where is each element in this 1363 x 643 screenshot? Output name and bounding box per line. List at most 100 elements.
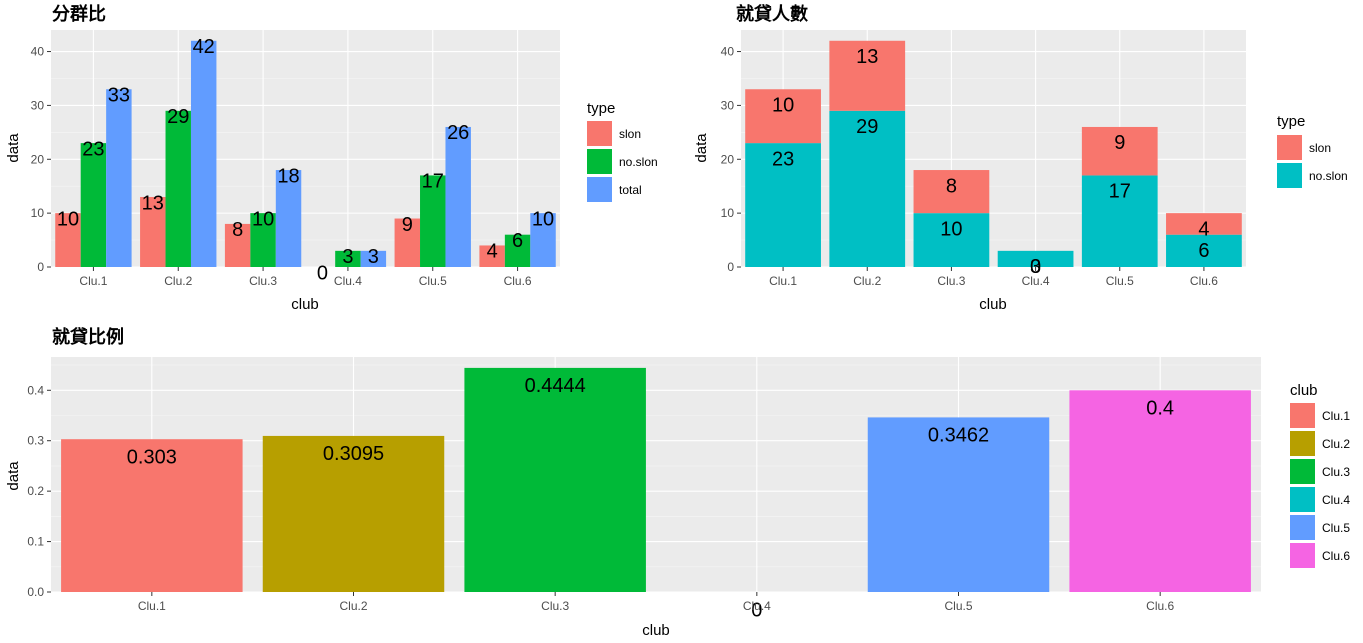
y-tick-label: 0.0 [27, 585, 44, 599]
bar [360, 250, 387, 267]
data-label: 42 [193, 36, 215, 58]
bar [335, 250, 361, 267]
bar [464, 367, 646, 592]
data-label: 0.3095 [323, 443, 384, 465]
x-axis-ticks: Clu.1 Clu.2 Clu.3 Clu.4 Clu.5 Clu.6 [769, 267, 1218, 288]
data-label: 29 [856, 116, 878, 138]
plot-panel [51, 357, 1261, 592]
bars [61, 367, 1251, 592]
bar [262, 435, 445, 592]
y-tick-label: 30 [31, 98, 45, 112]
x-tick-label: Clu.4 [1022, 274, 1050, 288]
data-label: 23 [82, 138, 104, 160]
bar-segment [829, 110, 906, 267]
bar [530, 213, 556, 267]
legend-label: slon [1309, 141, 1331, 155]
data-label: 9 [1114, 132, 1125, 154]
legend-label: no.slon [1309, 169, 1348, 183]
chart-title: 就貸比例 [52, 326, 124, 348]
x-tick-label: Clu.5 [419, 274, 447, 288]
bar [250, 213, 276, 267]
data-label: 4 [487, 241, 498, 263]
legend-key [1290, 543, 1315, 568]
legend-label: Clu.2 [1322, 437, 1350, 451]
bar [445, 126, 471, 267]
legend-key [1290, 403, 1315, 428]
legend-label: no.slon [619, 155, 658, 169]
y-tick-label: 30 [721, 98, 735, 112]
data-label: 0 [317, 262, 328, 284]
x-tick-label: Clu.2 [164, 274, 192, 288]
bars [55, 40, 556, 267]
data-label: 8 [232, 219, 243, 241]
data-label: 0.303 [127, 446, 177, 468]
x-tick-label: Clu.4 [743, 599, 771, 613]
x-tick-label: Clu.2 [853, 274, 881, 288]
data-label: 33 [108, 85, 130, 107]
y-tick-label: 0.3 [27, 434, 44, 448]
data-label: 3 [368, 246, 379, 268]
legend: type slon no.slon total [587, 100, 658, 202]
x-tick-label: Clu.6 [1146, 599, 1174, 613]
data-label: 10 [57, 208, 79, 230]
data-label: 3 [342, 246, 353, 268]
data-label: 10 [940, 218, 962, 240]
bar-segment [829, 40, 906, 111]
data-labels: 0.303 0.3095 0.4444 0 0.3462 0.4 [127, 375, 1174, 621]
legend-title: type [1277, 113, 1305, 130]
legend-key [587, 177, 612, 202]
x-tick-label: Clu.1 [769, 274, 797, 288]
bar [55, 213, 81, 267]
y-tick-label: 0.2 [27, 484, 44, 498]
y-axis-ticks: 0 10 20 30 40 [721, 45, 741, 274]
y-tick-label: 40 [31, 45, 45, 59]
data-label: 13 [856, 46, 878, 68]
bar [1069, 390, 1251, 592]
y-tick-label: 40 [721, 45, 735, 59]
chart-group-ratio: 分群比 10 13 8 0 9 4 23 29 10 3 17 6 33 42 18 3 26 10 0 10 20 3… [5, 3, 658, 313]
data-label: 8 [946, 175, 957, 197]
data-label: 10 [252, 208, 274, 230]
legend-label: Clu.4 [1322, 493, 1350, 507]
legend-label: Clu.1 [1322, 409, 1350, 423]
legend-title: type [587, 100, 615, 117]
legend: type slon no.slon [1277, 113, 1348, 188]
data-label: 0.4444 [525, 375, 586, 397]
legend-key [1290, 487, 1315, 512]
data-label: 17 [1109, 181, 1131, 203]
x-tick-label: Clu.3 [541, 599, 569, 613]
data-label: 0.4 [1146, 398, 1174, 420]
data-label: 23 [772, 148, 794, 170]
bar [165, 110, 191, 267]
legend-label: slon [619, 127, 641, 141]
bar [420, 175, 446, 267]
plot-panel [741, 30, 1246, 267]
x-axis-title: club [979, 296, 1007, 313]
data-labels: 10 13 8 0 9 4 23 29 10 3 17 6 33 42 18 3 26 10 [57, 36, 554, 284]
bar [106, 89, 132, 267]
y-tick-label: 20 [721, 152, 735, 166]
y-tick-label: 0 [727, 260, 734, 274]
data-label: 26 [447, 122, 469, 144]
bar-segment [913, 213, 990, 267]
data-label: 4 [1198, 218, 1209, 240]
x-tick-label: Clu.1 [138, 599, 166, 613]
x-axis-title: club [291, 296, 319, 313]
bar [479, 245, 505, 267]
legend-label: Clu.3 [1322, 465, 1350, 479]
bar [504, 234, 531, 267]
bar-segment [745, 89, 821, 144]
x-tick-label: Clu.3 [249, 274, 277, 288]
legend: club Clu.1 Clu.2 Clu.3 Clu.4 Clu.5 Clu.6 [1290, 382, 1350, 568]
legend-key [587, 121, 612, 146]
data-label: 10 [532, 208, 554, 230]
x-tick-label: Clu.3 [937, 274, 965, 288]
bar [61, 439, 243, 592]
x-tick-label: Clu.6 [504, 274, 532, 288]
bars [745, 40, 1242, 267]
data-label: 0.3462 [928, 425, 989, 447]
y-tick-label: 0 [37, 260, 44, 274]
legend-title: club [1290, 382, 1318, 399]
legend-key [1290, 515, 1315, 540]
